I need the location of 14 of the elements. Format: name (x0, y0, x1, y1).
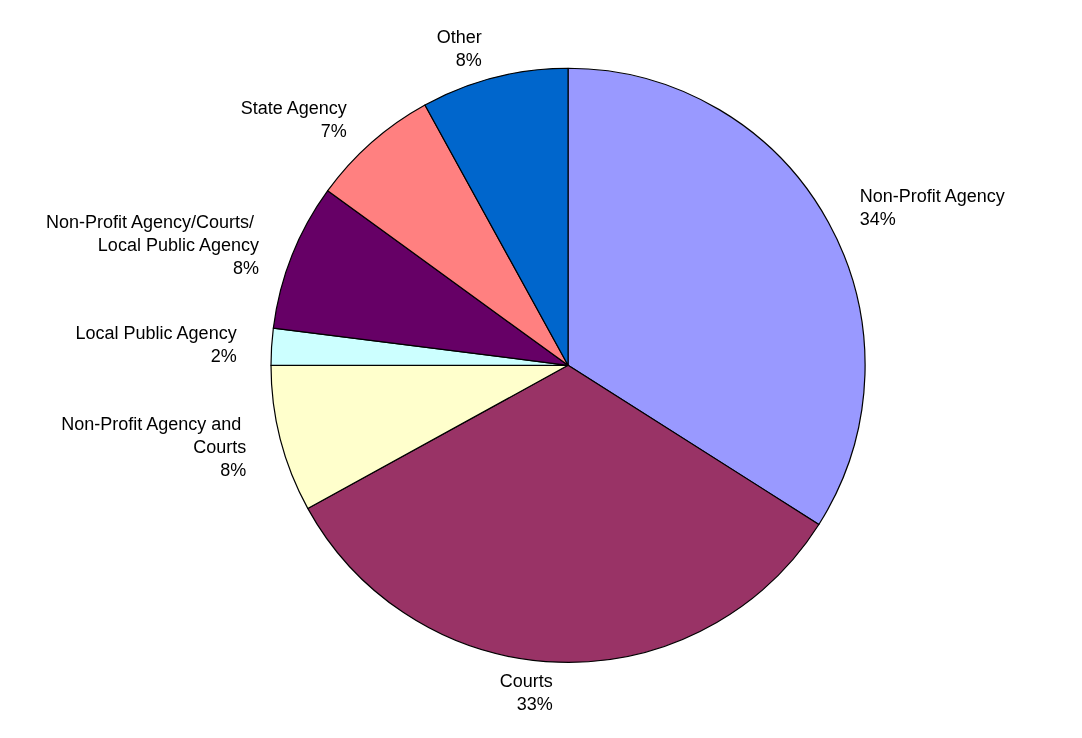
data-label: 8% (220, 459, 247, 480)
data-label: 33% (516, 693, 553, 714)
slice-label: Local Public Agency (75, 323, 237, 344)
slice-label: Non-Profit Agency (859, 186, 1005, 207)
data-label: 8% (232, 257, 259, 278)
slice-label: Non-Profit Agency and Courts (61, 413, 247, 457)
slice-label: Non-Profit Agency/Courts/ Local Public Agency (45, 211, 259, 255)
data-label: 34% (859, 209, 896, 230)
data-label: 7% (320, 121, 347, 142)
data-label: 8% (455, 50, 482, 71)
slice-label: Courts (499, 670, 553, 691)
data-label: 2% (210, 346, 237, 367)
slice-label: State Agency (240, 98, 347, 119)
slice-label: Other (436, 27, 482, 48)
